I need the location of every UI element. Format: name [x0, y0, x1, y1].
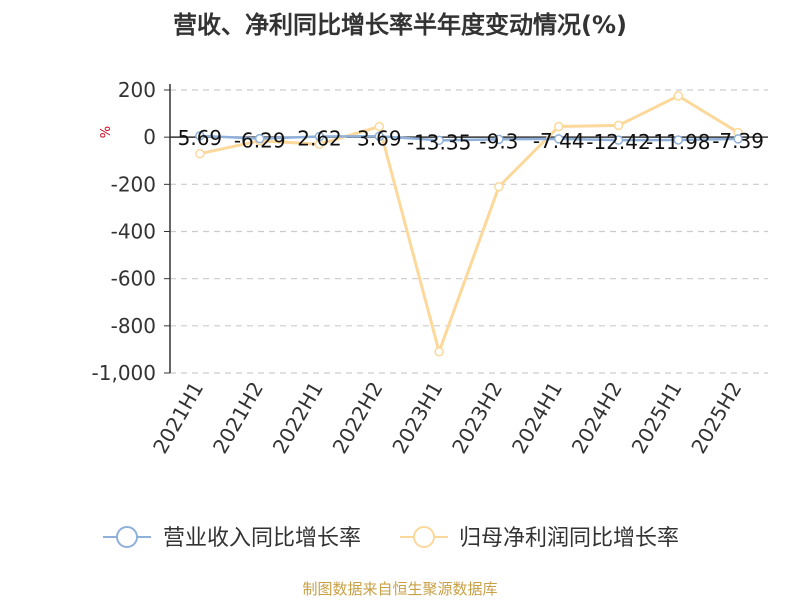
data-label-revenue: 2.62 [297, 127, 342, 151]
legend-label-net-profit: 归母净利润同比增长率 [459, 526, 679, 551]
data-point-revenue [254, 133, 265, 144]
series-lines [195, 91, 743, 357]
x-tick-label: 2023H1 [387, 377, 447, 457]
y-tick-label: -1,000 [92, 361, 156, 385]
data-point-revenue [374, 131, 385, 142]
data-label-revenue: 5.69 [178, 126, 223, 150]
legend-marker-revenue [116, 526, 138, 548]
data-point-revenue [673, 135, 684, 145]
series-line-revenue [199, 134, 739, 142]
legend-item-revenue[interactable]: 营业收入同比增长率 [103, 526, 361, 551]
x-tick-label: 2021H2 [208, 378, 268, 458]
data-point-revenue [434, 135, 444, 146]
legend-label-revenue: 营业收入同比增长率 [163, 526, 361, 551]
x-tick-label: 2022H1 [268, 378, 328, 458]
data-label-revenue: -7.44 [533, 129, 585, 153]
data-point-net-profit [195, 148, 205, 159]
x-tick-label: 2025H2 [686, 378, 746, 458]
data-point-net-profit [374, 121, 385, 132]
data-point-revenue [613, 135, 624, 145]
data-point-net-profit [613, 120, 624, 131]
data-label-revenue: -7.39 [712, 129, 764, 153]
series-line-net-profit [199, 94, 739, 354]
x-tick-label: 2025H1 [627, 378, 687, 458]
legend-item-net-profit[interactable]: 归母净利润同比增长率 [400, 526, 679, 551]
data-label-revenue: -13.35 [407, 130, 471, 154]
y-tick-label: 200 [118, 78, 156, 102]
data-label-revenue: -11.98 [646, 130, 710, 154]
data-label-revenue: -12.42 [586, 130, 650, 154]
data-label-revenue: -6.29 [234, 129, 286, 153]
x-tick-label: 2022H2 [328, 378, 388, 458]
data-label-revenue: -9.3 [479, 129, 518, 153]
data-point-revenue [314, 131, 325, 142]
data-point-net-profit [673, 91, 684, 101]
data-point-revenue [195, 131, 205, 141]
source-note: 制图数据来自恒生聚源数据库 [302, 580, 497, 598]
data-point-revenue [733, 134, 743, 144]
y-tick-label: -400 [111, 220, 156, 244]
y-tick-label: -800 [111, 314, 156, 338]
data-point-revenue [553, 134, 564, 144]
data-point-net-profit [553, 121, 564, 132]
legend: 营业收入同比增长率 归母净利润同比增长率 [103, 526, 679, 551]
y-tick-label: -200 [111, 172, 156, 196]
y-axis-unit: % [99, 126, 114, 138]
legend-marker-net-profit [413, 526, 435, 548]
data-point-net-profit [434, 347, 444, 357]
x-tick-label: 2024H1 [507, 378, 567, 458]
data-point-revenue [494, 134, 504, 145]
y-tick-label: -600 [111, 267, 156, 291]
x-tick-label: 2023H2 [447, 378, 507, 458]
y-tick-label: 0 [143, 125, 156, 149]
data-labels: 5.69 -6.29 2.62 3.69 -13.35 -9.3 -7.44 -12.42-1… [178, 126, 764, 154]
chart-title: 营收、净利同比增长率半年度变动情况(%) [173, 11, 627, 39]
data-point-net-profit [494, 181, 504, 192]
data-label-revenue: 3.69 [357, 126, 402, 150]
x-tick-label: 2024H2 [567, 378, 627, 458]
x-tick-label: 2021H1 [148, 378, 208, 458]
